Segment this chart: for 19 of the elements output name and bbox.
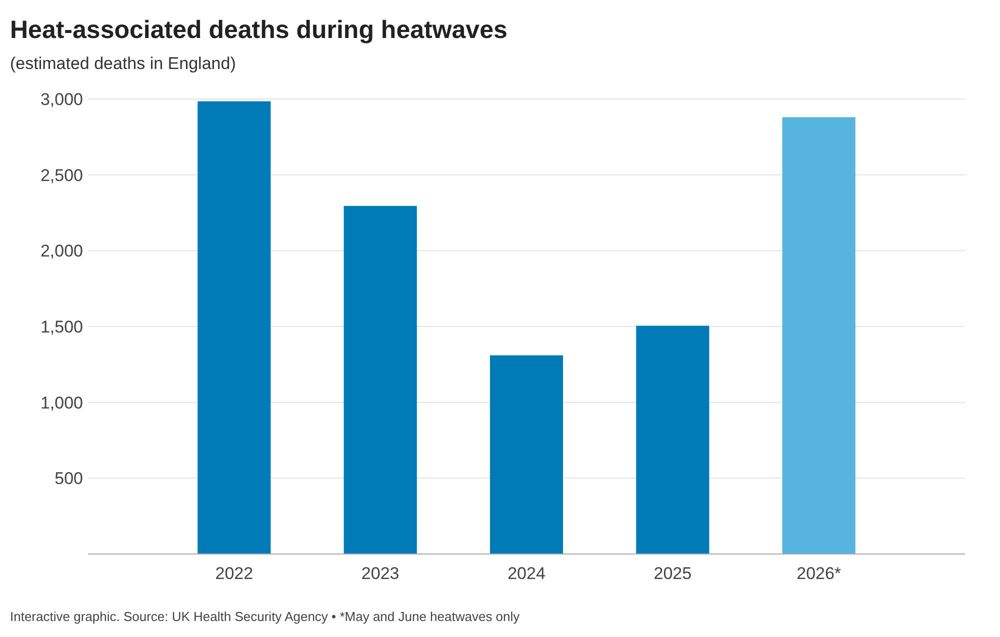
y-tick-label: 500 [54,469,83,488]
chart-title: Heat-associated deaths during heatwaves [10,16,508,44]
bar [490,355,564,554]
x-tick-label: 2025 [654,564,692,583]
chart-subtitle: (estimated deaths in England) [10,54,236,73]
y-tick-label: 1,000 [40,393,83,412]
bar [782,117,856,554]
y-tick-label: 2,000 [40,242,83,261]
bar [636,326,710,554]
y-tick-label: 2,500 [40,166,83,185]
x-tick-label: 2022 [215,564,254,583]
y-tick-label: 1,500 [40,317,83,336]
x-tick-label: 2023 [361,564,400,583]
text: Interactive graphic. Source: UK Health Security Agency • *May and June heatwaves only [10,609,520,624]
x-tick-label: 2024 [508,564,546,583]
bar [344,206,417,554]
y-tick-label: 3,000 [40,90,83,109]
x-tick-label: 2026* [796,564,842,583]
bar [198,101,271,554]
